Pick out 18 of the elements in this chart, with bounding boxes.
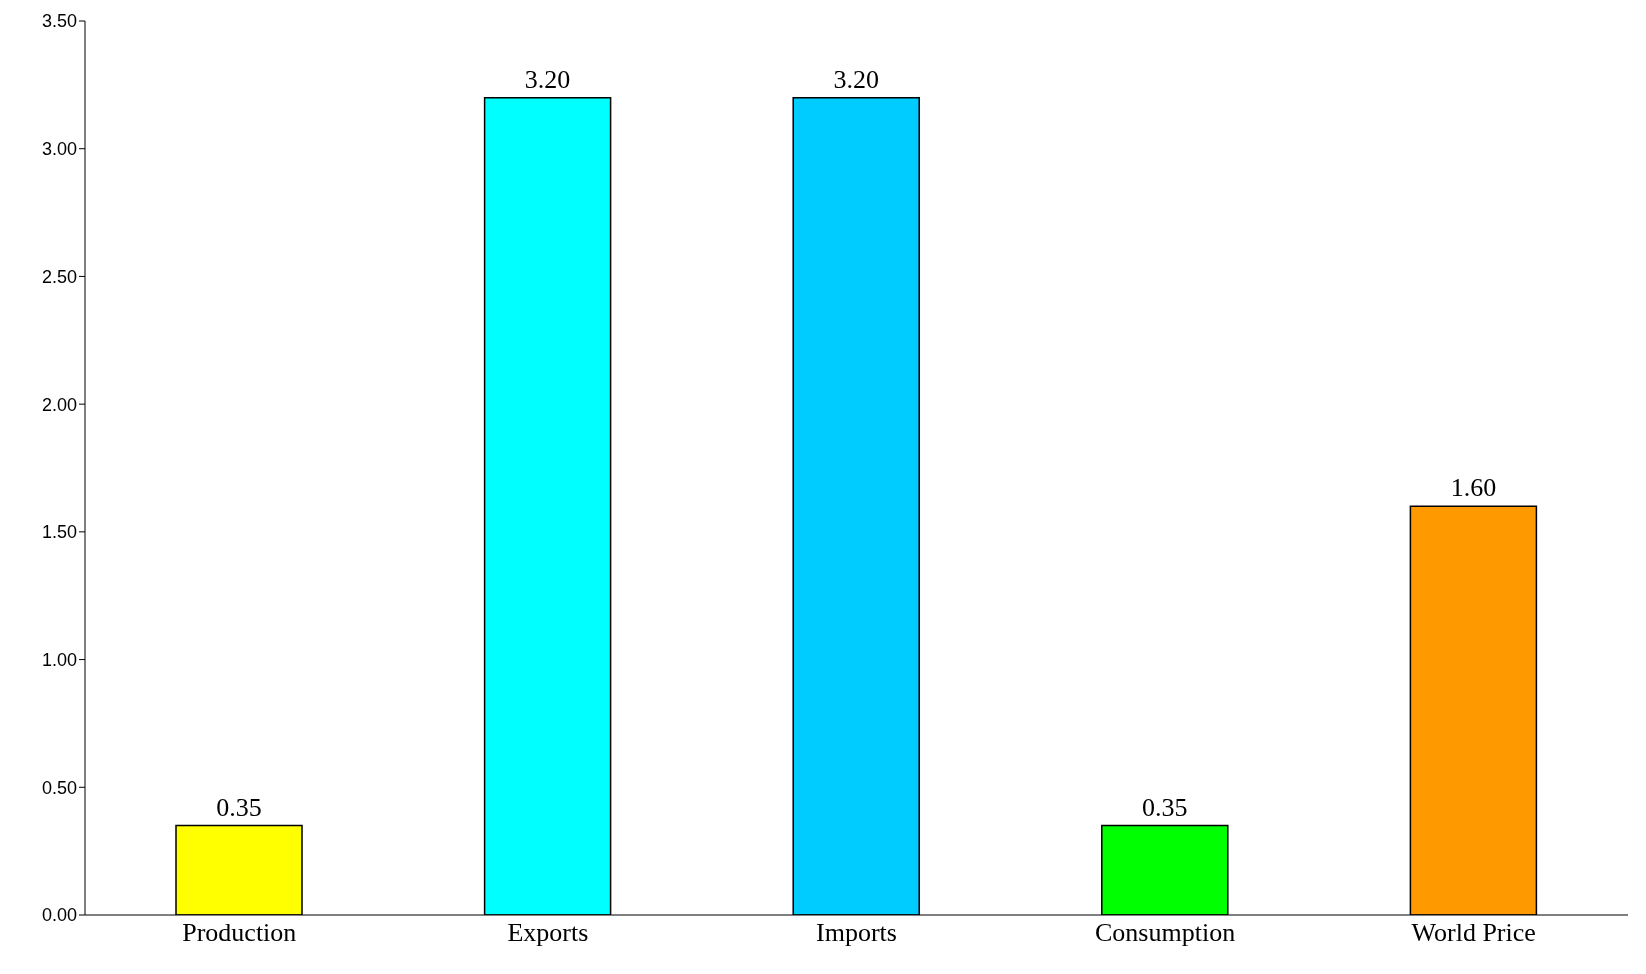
y-tick-label: 2.00 <box>41 394 77 415</box>
y-tick-label: 2.50 <box>41 266 77 287</box>
x-tick-label: Production <box>182 918 297 948</box>
x-tick-label: Imports <box>816 918 897 948</box>
x-tick-label: World Price <box>1411 918 1536 948</box>
y-tick-label: 3.00 <box>41 139 77 160</box>
data-label: 0.35 <box>216 792 262 822</box>
x-tick-label: Consumption <box>1095 918 1236 948</box>
x-tick-label: Exports <box>507 918 589 948</box>
data-label: 0.35 <box>1142 792 1188 822</box>
data-label: 3.20 <box>833 64 879 94</box>
data-label: 3.20 <box>524 64 571 94</box>
y-tick-label: 0.00 <box>41 905 77 926</box>
y-tick-label: 1.50 <box>41 522 77 543</box>
data-label: 1.60 <box>1450 473 1497 503</box>
y-tick-label: 3.50 <box>41 11 77 32</box>
y-tick-label: 0.50 <box>41 777 77 798</box>
y-tick-label: 1.00 <box>41 649 77 670</box>
